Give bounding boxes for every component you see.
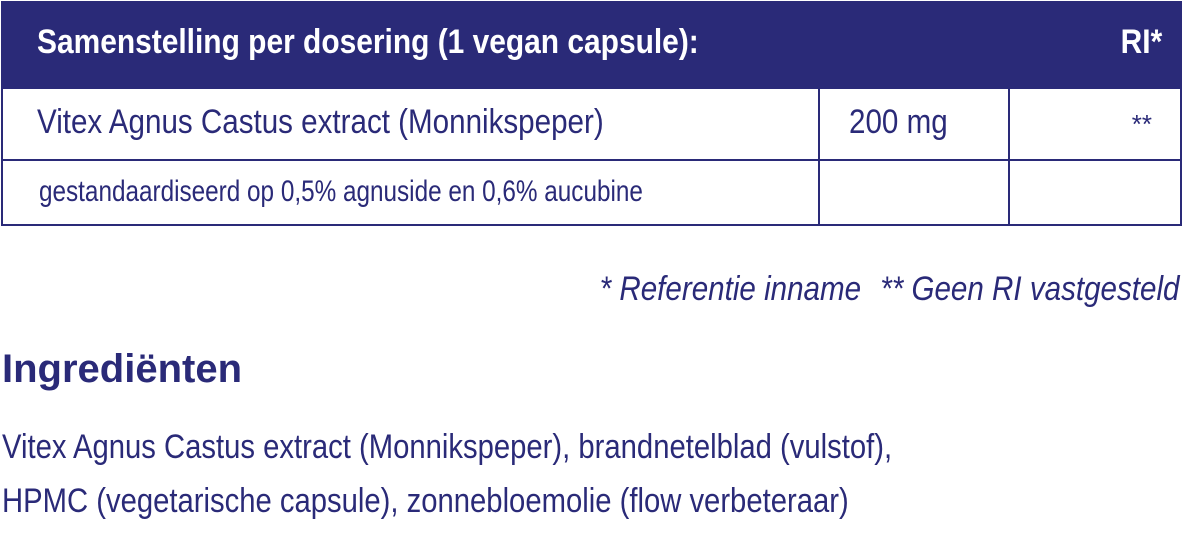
standardization-cell: gestandaardiseerd op 0,5% agnuside en 0,…	[39, 175, 643, 208]
ri-cell: **	[1131, 109, 1152, 139]
ingredients-text-line: HPMC (vegetarische capsule), zonnebloemo…	[2, 482, 849, 520]
table-header-ri: RI*	[1120, 23, 1162, 61]
ingredient-name-cell: Vitex Agnus Castus extract (Monnikspeper…	[37, 103, 604, 141]
footnote-ri: * Referentie inname	[599, 270, 861, 308]
amount-cell: 200 mg	[849, 103, 948, 141]
table-header-title: Samenstelling per dosering (1 vegan caps…	[37, 23, 699, 61]
table-header: Samenstelling per dosering (1 vegan caps…	[3, 3, 1180, 89]
column-divider	[818, 89, 820, 224]
table-row: gestandaardiseerd op 0,5% agnuside en 0,…	[3, 161, 1180, 224]
ingredients-text-line: Vitex Agnus Castus extract (Monnikspeper…	[2, 428, 893, 466]
ingredients-heading: Ingrediënten	[2, 347, 243, 391]
column-divider	[1008, 89, 1010, 224]
footnote-no-ri: ** Geen RI vastgesteld	[879, 270, 1179, 308]
composition-table: Samenstelling per dosering (1 vegan caps…	[1, 1, 1182, 226]
table-row: Vitex Agnus Castus extract (Monnikspeper…	[3, 89, 1180, 161]
footnote-line: * Referentie inname ** Geen RI vastgestel…	[599, 270, 1179, 309]
